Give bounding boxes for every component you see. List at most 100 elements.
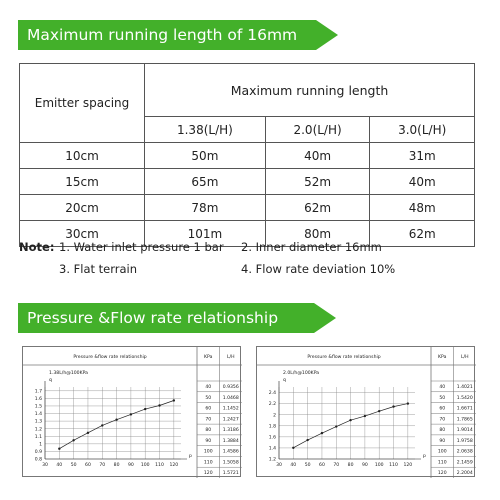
length-cell: 40m [264, 142, 371, 169]
table-cell: 40 [439, 384, 445, 390]
x-tick-label: 120 [403, 462, 412, 468]
data-point [158, 404, 161, 407]
spacing-cell: 15cm [19, 168, 145, 195]
y-tick-label: 2 [273, 412, 276, 418]
x-tick-label: 100 [375, 462, 384, 468]
y-tick-label: 1.2 [269, 457, 276, 463]
chart-subtitle: 2.0L/h@100KPa [283, 370, 319, 376]
table-cell: 70 [205, 416, 211, 422]
table-cell: 100 [204, 449, 213, 455]
table-row: 10cm 50m 40m 31m [19, 142, 475, 169]
table-cell: 1.7865 [457, 416, 473, 422]
data-point [172, 399, 176, 402]
table-header: KPa [438, 354, 447, 360]
table-cell: 1.0468 [223, 395, 239, 401]
y-tick-label: 1.7 [35, 388, 42, 394]
data-point [349, 418, 352, 422]
table-header: KPa [204, 354, 213, 360]
length-cell: 78m [144, 194, 266, 221]
x-tick-label: 90 [362, 462, 368, 468]
length-cell: 50m [144, 142, 266, 169]
length-cell: 62m [369, 220, 475, 247]
chart-svg: Pressure &flow rate relationship 1.38L/h@… [23, 347, 242, 478]
note-item: 4. Flow rate deviation 10% [241, 262, 396, 276]
x-tick-label: 70 [333, 462, 339, 468]
y-tick-label: 2.4 [269, 390, 276, 396]
y-tick-label: 1.1 [35, 434, 42, 440]
table-row: 15cm 65m 52m 40m [19, 168, 475, 195]
spacing-cell: 10cm [19, 142, 145, 169]
length-cell: 62m [264, 194, 371, 221]
data-point [101, 424, 104, 427]
y-tick-label: 1.3 [35, 419, 42, 425]
table-header: L/H [227, 354, 235, 360]
table-row: 20cm 78m 62m 48m [19, 194, 475, 221]
table-cell: 2.1459 [457, 459, 473, 465]
x-tick-label: 50 [305, 462, 311, 468]
table-cell: 120 [438, 470, 447, 476]
x-tick-label: 40 [56, 462, 62, 468]
spacing-cell: 20cm [19, 194, 145, 221]
table-cell: 60 [205, 406, 211, 412]
note-item: 1. Water inlet pressure 1 bar [59, 240, 224, 254]
table-cell: 2.2004 [457, 470, 473, 476]
data-point [58, 447, 61, 450]
table-cell: 90 [439, 438, 445, 444]
table-cell: 1.5420 [457, 395, 473, 401]
flow-header: 3.0(L/H) [369, 116, 475, 143]
x-tick-label: 60 [85, 462, 91, 468]
length-cell: 40m [369, 168, 475, 195]
data-point [320, 431, 324, 435]
length-cell: 52m [264, 168, 371, 195]
x-tick-label: 30 [42, 462, 48, 468]
table-cell: 1.3186 [223, 427, 239, 433]
table-header: L/H [461, 354, 469, 360]
table-cell: 60 [439, 406, 445, 412]
data-point [378, 409, 381, 413]
y-tick-label: 1 [39, 441, 42, 447]
x-tick-label: 90 [128, 462, 134, 468]
table-cell: 50 [205, 395, 211, 401]
data-point [72, 439, 75, 442]
x-tick-label: 120 [169, 462, 178, 468]
length-cell: 48m [369, 194, 475, 221]
x-tick-label: 100 [141, 462, 150, 468]
data-point [292, 446, 295, 450]
x-tick-label: 60 [319, 462, 325, 468]
table-cell: 40 [205, 384, 211, 390]
x-axis-end-label: p [423, 454, 426, 459]
y-tick-label: 1.4 [269, 446, 276, 452]
x-tick-label: 40 [290, 462, 296, 468]
section-title-banner: Pressure &Flow rate relationship chart [18, 303, 336, 357]
y-tick-label: 1.4 [35, 411, 42, 417]
note-item: 3. Flat terrain [59, 262, 138, 276]
pressure-flow-chart-2: Pressure &flow rate relationship 2.0L/h@1… [256, 346, 476, 478]
section-title: Maximum running length of 16mm [27, 26, 298, 44]
table-cell: 1.4586 [223, 449, 239, 455]
flow-header: 2.0(L/H) [264, 116, 371, 143]
chart-title: Pressure &flow rate relationship [73, 354, 146, 360]
x-tick-label: 30 [276, 462, 282, 468]
length-cell: 101m [144, 220, 266, 247]
x-tick-label: 70 [99, 462, 105, 468]
pressure-flow-chart-1: Pressure &flow rate relationship 1.38L/h@… [22, 346, 242, 478]
data-point [406, 402, 410, 405]
table-cell: 1.5058 [223, 459, 239, 465]
table-cell: 1.4021 [457, 384, 473, 390]
y-tick-label: 0.9 [35, 449, 42, 455]
table-cell: 100 [438, 449, 447, 455]
chart-subtitle: 1.38L/h@100KPa [49, 370, 88, 376]
note-item: 2. Inner diameter 16mm [241, 240, 382, 254]
table-cell: 1.9758 [457, 438, 473, 444]
y-tick-label: 0.8 [35, 457, 42, 463]
y-tick-label: 1.6 [35, 396, 42, 402]
y-axis-label: q [283, 378, 286, 383]
y-tick-label: 1.2 [35, 426, 42, 432]
y-tick-label: 2.2 [269, 401, 276, 407]
y-tick-label: 1.5 [35, 404, 42, 410]
data-point [335, 425, 338, 428]
data-point [144, 407, 147, 411]
x-tick-label: 50 [71, 462, 77, 468]
x-tick-label: 110 [155, 462, 164, 468]
flow-header: 1.38(L/H) [144, 116, 266, 143]
